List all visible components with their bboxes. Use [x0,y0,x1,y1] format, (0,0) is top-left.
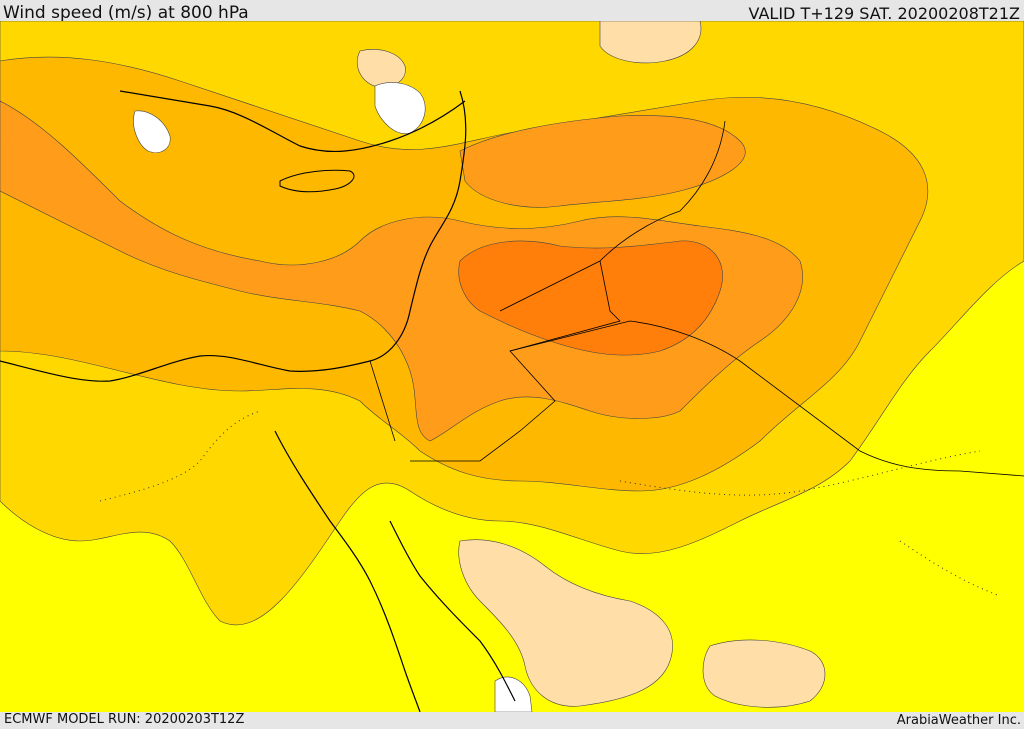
med-south-coastline [0,90,467,382]
band-lowest-arabia [458,539,673,707]
map-svg [0,21,1024,712]
band-high [0,100,803,442]
model-run-label: ECMWF MODEL RUN: 20200203T12Z [4,712,245,727]
cyprus-island [279,169,355,193]
band-lowest-nw [356,49,406,88]
border-egypt [369,360,396,442]
red-sea-east-coastline [389,520,516,702]
calm-patch-south [494,676,533,712]
wind-speed-map [0,21,1024,712]
band-high-north [459,115,746,208]
valid-time: VALID T+129 SAT. 20200208T21Z [748,4,1020,23]
border-iraq-saudi [509,320,1024,477]
dotted-boundary-1 [99,410,261,502]
band-lowest-northeast [599,21,702,64]
band-lowest-east [702,639,826,708]
footer-bar: ECMWF MODEL RUN: 20200203T12Z ArabiaWeat… [0,712,1024,729]
red-sea-coastline [274,430,421,712]
band-highest [458,240,723,356]
credit-label: ArabiaWeather Inc. [896,713,1021,728]
map-title: Wind speed (m/s) at 800 hPa [3,3,249,23]
border-jordan [410,260,621,462]
turkey-coastline [119,90,466,153]
header-bar: Wind speed (m/s) at 800 hPa VALID T+129 … [0,0,1024,23]
border-syria-iraq [599,120,726,262]
calm-patch-north [374,82,426,134]
calm-patch-west [133,110,171,153]
